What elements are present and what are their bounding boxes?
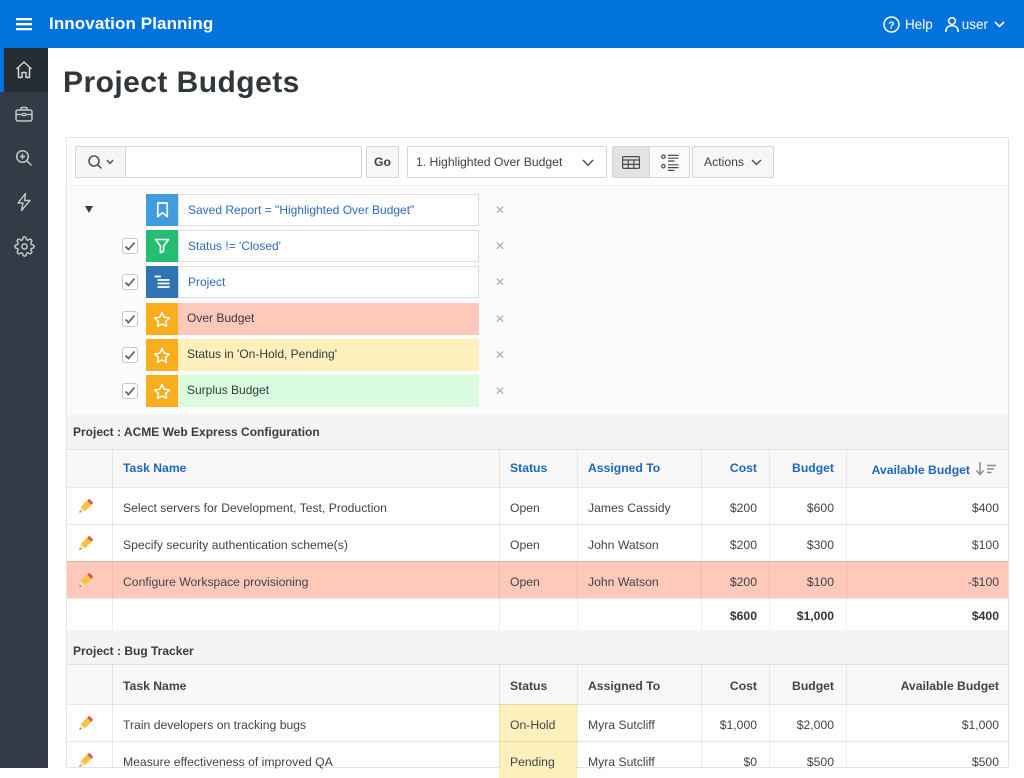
svg-text:?: ?	[888, 19, 894, 31]
